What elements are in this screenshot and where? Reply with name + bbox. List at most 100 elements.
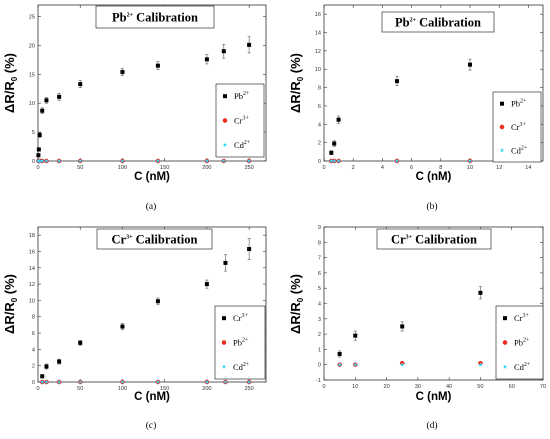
data-point — [223, 379, 228, 384]
data-point — [155, 63, 160, 68]
chart-title-base: Cr — [112, 233, 127, 247]
y-tick-label: 12 — [29, 282, 35, 288]
legend-label-base: Pb — [514, 338, 523, 348]
data-point — [40, 379, 45, 384]
data-point — [223, 260, 228, 265]
y-tick-label: 20 — [29, 43, 35, 49]
y-tick-label: 6 — [318, 104, 321, 110]
legend-label-base: Cr — [234, 116, 243, 126]
data-point — [40, 158, 45, 163]
data-point — [247, 247, 252, 252]
title-box — [381, 11, 495, 33]
x-axis-label: C (nM) — [134, 391, 170, 403]
data-point — [37, 158, 42, 163]
y-tick-label: 5 — [32, 130, 35, 136]
data-point — [120, 324, 125, 329]
data-point — [467, 158, 473, 163]
data-point — [336, 158, 341, 163]
x-tick-label: 0 — [322, 165, 325, 171]
y-axis-label-base: ΔR/R — [288, 302, 303, 334]
y-axis-label-subscript: 0 — [296, 76, 305, 81]
legend-marker — [222, 142, 228, 147]
data-point — [78, 340, 83, 345]
y-tick-label: 18 — [29, 233, 35, 239]
data-point — [332, 141, 337, 146]
data-point — [56, 379, 62, 384]
plot-frame — [323, 4, 544, 162]
legend-marker — [499, 148, 505, 153]
x-axis-label: C (nM) — [416, 391, 452, 403]
legend-marker — [221, 364, 227, 369]
data-point — [204, 379, 210, 384]
data-point — [120, 379, 125, 384]
y-tick-label: 25 — [29, 15, 35, 21]
y-axis-label-unit: (%) — [2, 53, 17, 77]
data-point — [400, 362, 405, 367]
y-axis-label-unit: (%) — [288, 274, 303, 298]
x-tick-label: 150 — [160, 386, 169, 392]
data-point — [353, 333, 358, 338]
x-tick-label: 8 — [439, 165, 442, 171]
y-tick-label: 1 — [318, 347, 321, 353]
legend-marker — [222, 118, 228, 123]
y-tick-label: 6 — [318, 271, 321, 277]
x-tick-label: 250 — [244, 165, 253, 171]
x-tick-label: 60 — [509, 384, 515, 390]
data-point — [221, 49, 226, 54]
y-axis-label-subscript: 0 — [296, 297, 305, 302]
series-cd — [337, 362, 483, 367]
legend-label-superscript: 3+ — [520, 122, 527, 128]
series-pb — [337, 360, 483, 367]
y-tick-label: 4 — [32, 347, 35, 353]
data-point — [57, 94, 62, 99]
chart-title: Pb2+ Calibration — [395, 16, 481, 30]
data-point — [221, 158, 226, 163]
x-tick-label: 50 — [477, 384, 483, 390]
x-tick-label: 12 — [496, 165, 502, 171]
legend-label-superscript: 2+ — [242, 338, 249, 344]
legend-label: Cr3+ — [511, 122, 527, 132]
y-tick-label: 4 — [318, 122, 321, 128]
y-tick-label: 0 — [318, 159, 321, 165]
data-point — [155, 299, 160, 304]
data-point — [36, 153, 41, 158]
data-point — [395, 79, 399, 84]
y-tick-label: 9 — [318, 225, 321, 231]
y-tick-label: 15 — [29, 72, 35, 78]
legend-label-base: Pb — [511, 99, 520, 109]
y-tick-label: 4 — [318, 302, 321, 308]
legend-label: Pb2+ — [234, 91, 250, 101]
x-tick-label: 14 — [525, 165, 531, 171]
x-tick-label: 10 — [352, 384, 358, 390]
x-tick-label: 50 — [77, 165, 83, 171]
legend-label-base: Cd — [514, 362, 525, 372]
y-axis-label-base: ΔR/R — [288, 81, 303, 113]
legend-label: Cd2+ — [514, 362, 531, 372]
data-point — [337, 362, 342, 367]
panel-caption: (a) — [146, 201, 157, 212]
chart-title: Pb2+ Calibration — [112, 11, 198, 25]
data-point — [40, 108, 45, 113]
chart-title-base: Pb — [395, 16, 410, 30]
y-tick-label: 6 — [32, 331, 35, 337]
x-tick-label: 150 — [160, 165, 169, 171]
data-point — [37, 133, 42, 137]
legend-label-superscript: 2+ — [244, 140, 251, 146]
data-point — [246, 379, 252, 384]
series-cd — [40, 379, 252, 384]
y-tick-label: 8 — [32, 315, 35, 321]
y-tick-label: 8 — [318, 86, 321, 92]
data-point — [36, 147, 41, 152]
chart-title: Cr3+ Calibration — [112, 233, 198, 247]
y-tick-label: -1 — [316, 378, 321, 384]
series-cr — [337, 286, 483, 358]
chart-title-superscript: 3+ — [406, 235, 413, 241]
legend-label-base: Cr — [514, 313, 523, 323]
chart-title-rest: Calibration — [412, 233, 477, 247]
legend-label-superscript: 3+ — [242, 313, 249, 319]
legend-label: Pb2+ — [233, 338, 249, 348]
legend-label: Pb2+ — [514, 338, 530, 348]
x-tick-label: 0 — [36, 165, 39, 171]
